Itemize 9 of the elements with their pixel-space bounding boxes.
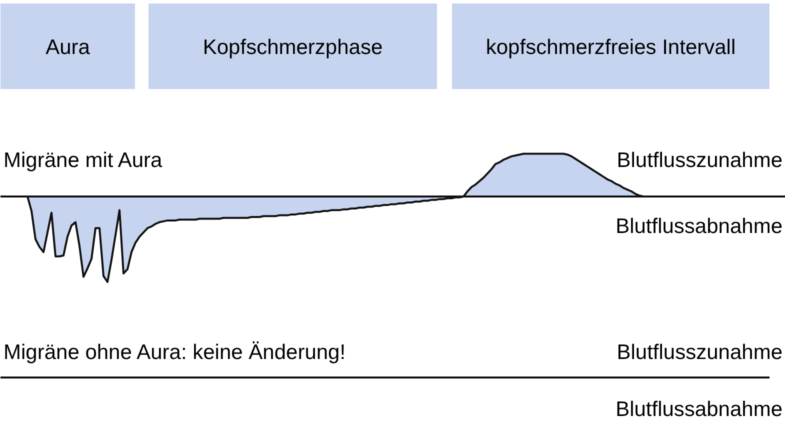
text: Aura: [46, 36, 90, 59]
annotation: Blutflussabnahme: [616, 215, 783, 238]
text: Blutflussabnahme: [616, 398, 783, 421]
text: Migräne ohne Aura: keine Änderung!: [4, 341, 346, 364]
chart-title: Migräne mit Aura: [4, 149, 163, 172]
text: kopfschmerzfreies Intervall: [486, 36, 736, 59]
text: Kopfschmerzphase: [202, 36, 383, 59]
text: Blutflusszunahme: [616, 341, 783, 364]
annotation: Blutflusszunahme: [616, 149, 783, 172]
